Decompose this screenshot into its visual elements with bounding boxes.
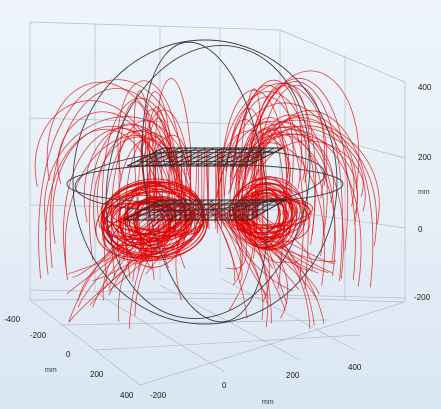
field-line xyxy=(133,90,158,249)
field-line xyxy=(206,149,210,230)
y-tick: 400 xyxy=(120,391,134,400)
field-line xyxy=(216,210,319,274)
field-line xyxy=(238,125,377,246)
field-line xyxy=(235,149,238,230)
field-line xyxy=(45,128,161,275)
z-tick: 200 xyxy=(418,153,432,162)
z-tick: -200 xyxy=(414,293,431,302)
field-line xyxy=(49,88,186,269)
field-loop xyxy=(238,196,288,229)
field-line xyxy=(146,106,173,281)
field-line xyxy=(242,200,325,324)
field-line xyxy=(243,81,343,282)
z-unit-label: mm xyxy=(418,189,430,196)
field-line xyxy=(214,149,219,223)
field-line xyxy=(210,204,269,306)
field-loop xyxy=(235,186,293,248)
field-line xyxy=(124,132,172,279)
field-line xyxy=(215,212,294,292)
y-tick: -200 xyxy=(30,331,47,340)
field-line xyxy=(34,100,169,199)
y-tick: 200 xyxy=(90,370,104,379)
field-line xyxy=(230,79,302,189)
x-tick: 400 xyxy=(348,363,362,372)
field-line xyxy=(242,117,304,282)
x-unit-label: mm xyxy=(262,399,274,406)
field-line xyxy=(246,77,349,252)
grid-lines xyxy=(29,21,406,386)
field-line xyxy=(117,80,188,193)
field-line xyxy=(138,209,180,271)
z-tick: 400 xyxy=(418,83,432,92)
field-line xyxy=(237,149,240,231)
z-tick: 0 xyxy=(418,225,423,234)
field-line xyxy=(144,91,173,205)
field-line xyxy=(218,205,242,275)
field-loop xyxy=(226,198,314,226)
field-line xyxy=(228,133,358,214)
y-tick: 0 xyxy=(66,350,71,359)
x-tick: -200 xyxy=(150,391,167,400)
field-line xyxy=(247,217,336,265)
y-tick: -400 xyxy=(4,315,21,324)
y-axis-ticks: -400 -200 0 mm 200 400 xyxy=(4,315,134,400)
field-line xyxy=(77,214,160,308)
field-line xyxy=(153,149,157,224)
field-loop xyxy=(105,188,197,258)
field-line xyxy=(38,79,191,279)
field-line xyxy=(152,149,156,225)
field-line xyxy=(247,140,366,212)
field-line xyxy=(239,133,334,203)
field-line xyxy=(253,202,288,305)
field-line xyxy=(148,117,174,206)
x-tick: 0 xyxy=(222,381,227,390)
field-line xyxy=(244,149,248,233)
field-line xyxy=(260,149,264,230)
field-line xyxy=(224,215,269,298)
field-line xyxy=(89,207,198,306)
field-line xyxy=(220,130,291,187)
field-loop xyxy=(127,189,165,252)
x-axis-ticks: -200 0 mm 200 400 xyxy=(150,363,362,406)
x-tick: 200 xyxy=(286,371,300,380)
upper-coil-plate xyxy=(126,147,284,167)
field-line xyxy=(72,214,157,278)
z-axis-ticks: 400 200 0 -200 mm xyxy=(414,83,432,302)
field-line xyxy=(241,149,244,229)
field-line xyxy=(108,208,187,296)
field-line xyxy=(202,149,205,231)
field-line xyxy=(46,81,181,205)
field-line xyxy=(188,149,192,230)
field-line xyxy=(63,127,161,270)
y-unit-label: mm xyxy=(45,367,57,374)
lower-coil-plate xyxy=(122,199,288,221)
field-line xyxy=(260,149,265,218)
field-loop xyxy=(100,191,208,259)
field-line xyxy=(250,128,285,290)
field-line xyxy=(216,102,356,280)
field-line xyxy=(197,149,200,224)
field-line xyxy=(194,149,198,227)
field-line xyxy=(209,207,236,282)
